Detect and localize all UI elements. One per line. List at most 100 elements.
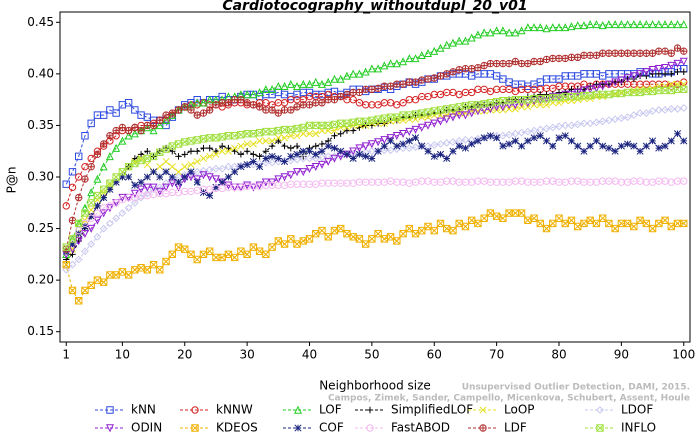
data-point — [187, 137, 195, 145]
y-tick-label: 0.35 — [27, 118, 54, 132]
data-point — [286, 79, 295, 88]
data-point — [268, 127, 276, 136]
data-point — [442, 115, 451, 124]
data-point — [262, 154, 270, 162]
data-point — [193, 167, 202, 176]
data-point — [511, 137, 519, 145]
data-point — [511, 57, 520, 66]
data-point — [280, 81, 289, 90]
data-point — [75, 227, 83, 235]
data-point — [524, 59, 532, 68]
data-point — [667, 80, 675, 88]
legend-label: LoOP — [504, 403, 535, 417]
data-point — [393, 142, 401, 150]
data-point — [511, 101, 520, 110]
data-point — [143, 154, 152, 163]
data-point — [586, 85, 595, 94]
data-point — [243, 90, 252, 99]
data-point — [299, 147, 307, 155]
data-point — [156, 266, 164, 274]
data-point — [187, 106, 195, 114]
data-point — [318, 153, 326, 162]
data-point — [324, 121, 332, 130]
data-point — [386, 233, 395, 241]
data-point — [430, 90, 438, 99]
legend-label: ODIN — [131, 421, 162, 434]
data-point — [175, 153, 182, 160]
data-point — [555, 134, 563, 142]
data-point — [536, 57, 544, 66]
data-point — [499, 59, 507, 68]
data-point — [630, 142, 638, 150]
data-point — [586, 142, 594, 150]
data-point — [524, 95, 532, 104]
data-point — [592, 93, 600, 101]
plot-frame — [59, 11, 691, 343]
data-point — [443, 105, 451, 113]
data-point — [187, 168, 195, 176]
data-point — [355, 150, 363, 158]
data-point — [62, 265, 71, 274]
data-point — [280, 90, 289, 99]
data-point — [330, 226, 339, 235]
data-point — [661, 63, 670, 73]
data-point — [174, 243, 183, 251]
y-tick-label: 0.20 — [27, 273, 54, 287]
data-point — [243, 140, 251, 148]
data-point — [124, 271, 133, 279]
data-point — [311, 162, 320, 172]
data-point — [399, 144, 407, 153]
data-point — [393, 101, 401, 109]
data-point — [680, 137, 688, 145]
legend-label: SimplifiedLOF — [391, 403, 473, 417]
data-point — [81, 175, 89, 183]
data-point — [555, 214, 563, 222]
data-point — [486, 209, 495, 217]
data-point — [661, 106, 669, 114]
data-point — [262, 106, 270, 114]
data-point — [162, 111, 170, 119]
data-point — [530, 134, 538, 142]
data-point — [542, 94, 551, 103]
data-point — [81, 219, 89, 228]
data-point — [168, 142, 176, 150]
data-point — [268, 90, 276, 99]
data-point — [629, 20, 638, 29]
data-point — [649, 137, 657, 145]
data-point — [443, 70, 451, 78]
data-point — [124, 126, 133, 135]
y-tick-label: 0.30 — [27, 170, 54, 184]
data-point — [667, 137, 675, 145]
data-point — [155, 187, 164, 196]
data-point — [274, 237, 283, 245]
data-point — [517, 128, 526, 137]
data-point — [181, 138, 189, 146]
data-point — [461, 222, 470, 231]
data-point — [411, 143, 420, 152]
data-point — [93, 191, 102, 200]
data-point — [231, 148, 238, 155]
data-point — [150, 168, 158, 176]
data-point — [386, 146, 395, 155]
data-point — [598, 49, 607, 57]
data-point — [212, 148, 220, 155]
data-point — [549, 142, 557, 150]
data-point — [343, 150, 351, 158]
data-point — [181, 103, 189, 111]
data-point — [680, 219, 688, 228]
data-point — [280, 240, 289, 248]
data-point — [592, 137, 600, 145]
data-point — [168, 175, 177, 183]
data-point — [505, 140, 513, 148]
data-point — [218, 178, 226, 186]
data-point — [480, 134, 488, 142]
data-point — [81, 209, 89, 217]
data-point — [411, 230, 420, 238]
data-point — [636, 147, 644, 155]
data-point — [87, 206, 95, 214]
data-point — [636, 88, 644, 97]
data-point — [224, 173, 232, 181]
data-point — [200, 144, 207, 152]
data-point — [461, 109, 469, 117]
data-point — [455, 109, 463, 117]
